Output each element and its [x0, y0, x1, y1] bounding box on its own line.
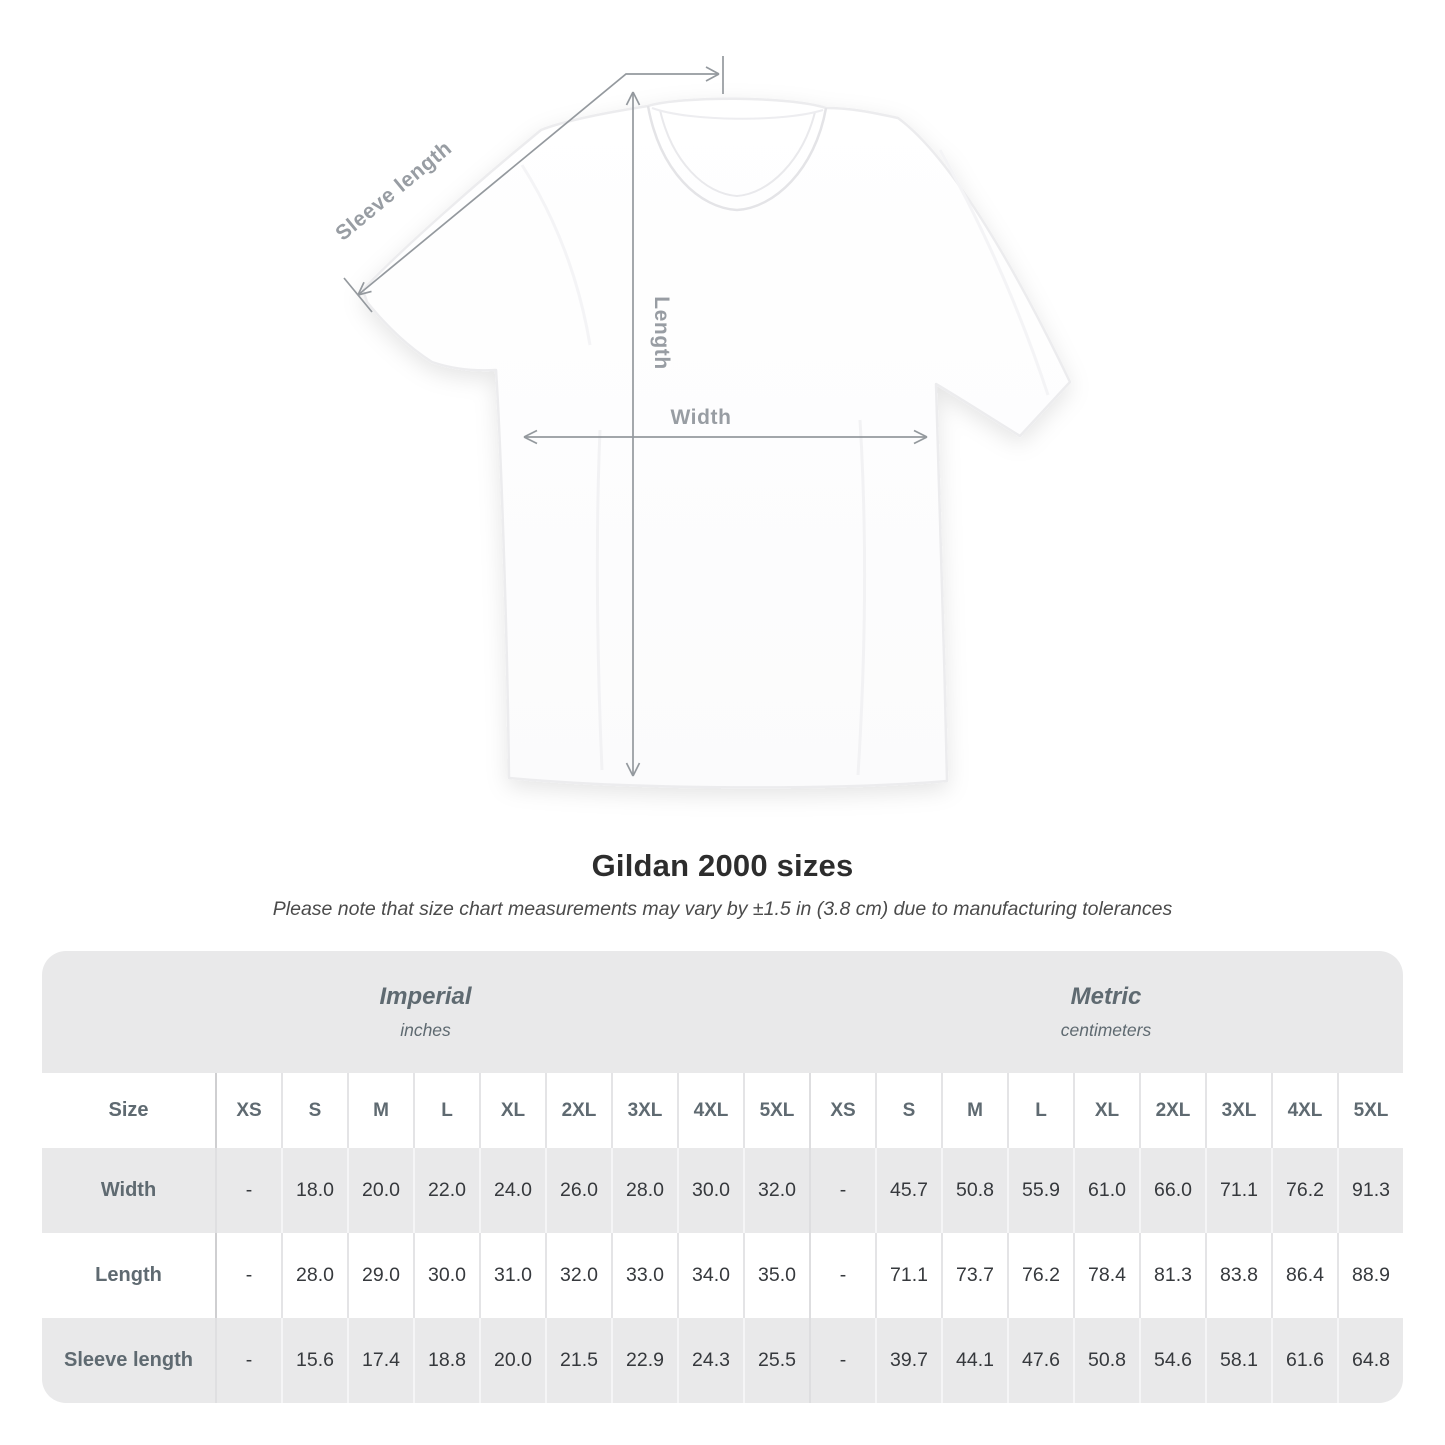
tshirt-illustration: Sleeve length Length Width — [331, 56, 1072, 789]
size-col-header: 4XL — [677, 1073, 743, 1148]
table-cell: 32.0 — [545, 1233, 611, 1318]
size-col-header: XS — [809, 1073, 875, 1148]
table-cell: 33.0 — [611, 1233, 677, 1318]
table-cell: 30.0 — [413, 1233, 479, 1318]
size-corner-header: Size — [42, 1073, 215, 1148]
table-cell: 30.0 — [677, 1148, 743, 1233]
table-cell: 26.0 — [545, 1148, 611, 1233]
table-cell: 71.1 — [875, 1233, 941, 1318]
size-col-header: L — [1007, 1073, 1073, 1148]
table-cell: 64.8 — [1337, 1318, 1403, 1403]
table-cell: 24.0 — [479, 1148, 545, 1233]
size-col-header: M — [347, 1073, 413, 1148]
table-cell: - — [809, 1318, 875, 1403]
table-cell: 54.6 — [1139, 1318, 1205, 1403]
row-label: Length — [42, 1233, 215, 1318]
table-cell: 32.0 — [743, 1148, 809, 1233]
row-label: Width — [42, 1148, 215, 1233]
table-cell: 35.0 — [743, 1233, 809, 1318]
table-cell: 21.5 — [545, 1318, 611, 1403]
table-cell: 31.0 — [479, 1233, 545, 1318]
tshirt-shape — [361, 97, 1072, 789]
size-col-header: XL — [479, 1073, 545, 1148]
table-cell: 83.8 — [1205, 1233, 1271, 1318]
length-top-arrow — [625, 91, 641, 106]
table-cell: 22.9 — [611, 1318, 677, 1403]
table-cell: 73.7 — [941, 1233, 1007, 1318]
tolerance-note: Please note that size chart measurements… — [272, 898, 1173, 920]
table-cell: 20.0 — [347, 1148, 413, 1233]
table-cell: 66.0 — [1139, 1148, 1205, 1233]
tshirt-diagram: Sleeve length Length Width — [331, 56, 1072, 789]
table-cell: 22.0 — [413, 1148, 479, 1233]
table-cell: 28.0 — [611, 1148, 677, 1233]
table-cell: - — [215, 1148, 281, 1233]
table-cell: 24.3 — [677, 1318, 743, 1403]
length-bottom-arrow — [625, 762, 641, 777]
imperial-unit: inches — [400, 1020, 451, 1040]
table-cell: 39.7 — [875, 1318, 941, 1403]
table-cell: 61.6 — [1271, 1318, 1337, 1403]
table-cell: - — [809, 1148, 875, 1233]
table-cell: 28.0 — [281, 1233, 347, 1318]
size-col-header: XS — [215, 1073, 281, 1148]
table-cell: - — [215, 1318, 281, 1403]
imperial-title: Imperial — [379, 983, 472, 1010]
size-col-header: L — [413, 1073, 479, 1148]
size-col-header: S — [875, 1073, 941, 1148]
table-cell: 47.6 — [1007, 1318, 1073, 1403]
table-cell: 15.6 — [281, 1318, 347, 1403]
table-cell: 55.9 — [1007, 1148, 1073, 1233]
size-col-header: 3XL — [611, 1073, 677, 1148]
table-cell: 50.8 — [1073, 1318, 1139, 1403]
table-cell: 91.3 — [1337, 1148, 1403, 1233]
table-cell: 78.4 — [1073, 1233, 1139, 1318]
table-cell: 88.9 — [1337, 1233, 1403, 1318]
table-cell: - — [215, 1233, 281, 1318]
table-cell: 18.0 — [281, 1148, 347, 1233]
page-title: Gildan 2000 sizes — [591, 848, 854, 883]
size-table: Imperial inches Metric centimeters Size X… — [42, 951, 1403, 1403]
table-cell: 25.5 — [743, 1318, 809, 1403]
sleeve-length-right-arrow — [705, 66, 720, 82]
size-col-header: 5XL — [1337, 1073, 1403, 1148]
metric-group-header: Metric centimeters — [809, 951, 1403, 1073]
table-cell: 17.4 — [347, 1318, 413, 1403]
imperial-group-header: Imperial inches — [42, 951, 809, 1073]
size-col-header: M — [941, 1073, 1007, 1148]
size-col-header: 5XL — [743, 1073, 809, 1148]
size-col-header: 3XL — [1205, 1073, 1271, 1148]
table-cell: 44.1 — [941, 1318, 1007, 1403]
width-label: Width — [670, 406, 731, 429]
table-cell: 71.1 — [1205, 1148, 1271, 1233]
sleeve-length-line — [357, 73, 719, 296]
length-label: Length — [650, 296, 673, 370]
metric-unit: centimeters — [1060, 1020, 1152, 1040]
table-cell: 86.4 — [1271, 1233, 1337, 1318]
width-right-arrow — [913, 429, 928, 445]
table-cell: 29.0 — [347, 1233, 413, 1318]
size-col-header: S — [281, 1073, 347, 1148]
table-cell: 58.1 — [1205, 1318, 1271, 1403]
table-cell: 61.0 — [1073, 1148, 1139, 1233]
table-cell: 76.2 — [1007, 1233, 1073, 1318]
row-label: Sleeve length — [42, 1318, 215, 1403]
sleeve-length-left-arrow — [357, 281, 372, 296]
table-cell: 18.8 — [413, 1318, 479, 1403]
table-cell: 34.0 — [677, 1233, 743, 1318]
table-cell: 20.0 — [479, 1318, 545, 1403]
table-cell: - — [809, 1233, 875, 1318]
width-left-arrow — [523, 429, 538, 445]
size-col-header: 4XL — [1271, 1073, 1337, 1148]
metric-title: Metric — [1070, 983, 1142, 1010]
measurement-lines — [343, 56, 928, 777]
table-cell: 76.2 — [1271, 1148, 1337, 1233]
table-cell: 81.3 — [1139, 1233, 1205, 1318]
table-cell: 45.7 — [875, 1148, 941, 1233]
size-col-header: 2XL — [545, 1073, 611, 1148]
size-col-header: XL — [1073, 1073, 1139, 1148]
table-cell: 50.8 — [941, 1148, 1007, 1233]
size-col-header: 2XL — [1139, 1073, 1205, 1148]
